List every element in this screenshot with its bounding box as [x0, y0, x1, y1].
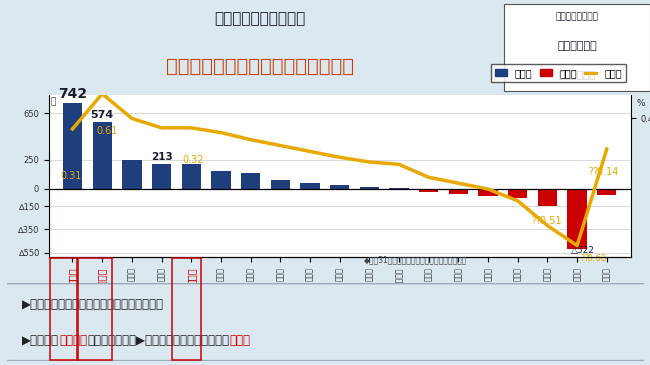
Bar — [359, 187, 379, 189]
FancyBboxPatch shape — [0, 284, 650, 361]
Bar — [122, 160, 142, 189]
Bar — [63, 103, 82, 189]
Text: 574: 574 — [90, 110, 114, 120]
Text: 0.32: 0.32 — [182, 155, 203, 165]
Text: %: % — [636, 99, 645, 108]
Bar — [419, 189, 438, 192]
Text: 0.61: 0.61 — [96, 126, 117, 137]
Text: ⁇0.51: ⁇0.51 — [532, 216, 563, 226]
Text: ◆１月31日付け長野県発表「年間人口増減数」: ◆１月31日付け長野県発表「年間人口増減数」 — [364, 255, 467, 264]
Bar — [330, 185, 349, 189]
Text: △522: △522 — [571, 246, 595, 255]
Text: の社会増数　　▶松本地域３市計　増加分の: の社会増数 ▶松本地域３市計 増加分の — [87, 334, 229, 347]
Bar — [181, 164, 201, 189]
Text: ＤＸ推進本部: ＤＸ推進本部 — [558, 69, 595, 79]
Bar — [389, 188, 409, 189]
Text: 人: 人 — [50, 97, 56, 106]
Bar — [448, 189, 468, 194]
Bar — [211, 172, 231, 189]
Bar — [92, 122, 112, 189]
Bar — [508, 189, 527, 198]
Text: ⁇0.68: ⁇0.68 — [580, 254, 606, 263]
Text: ４９％: ４９％ — [229, 334, 250, 347]
Text: 松本市　社会増７４２人で県内最多: 松本市 社会増７４２人で県内最多 — [166, 57, 354, 76]
Text: ⁇0.14: ⁇0.14 — [588, 167, 619, 177]
Bar — [478, 189, 498, 196]
Bar — [241, 173, 260, 189]
Bar — [152, 164, 171, 189]
Bar — [300, 183, 320, 189]
Text: ５．１．３１: ５．１．３１ — [557, 41, 597, 50]
Bar — [270, 180, 290, 189]
Bar — [567, 189, 587, 249]
Legend: 社会増, 社会減, 増減率: 社会増, 社会減, 増減率 — [491, 64, 626, 82]
Text: 県内最多: 県内最多 — [59, 334, 87, 347]
Text: 213: 213 — [151, 152, 172, 162]
Text: ２０２２年の人口異動: ２０２２年の人口異動 — [214, 11, 306, 27]
Text: ▶長野県　２２年ぶりの社会増３，１１２人: ▶長野県 ２２年ぶりの社会増３，１１２人 — [22, 297, 164, 311]
Text: 742: 742 — [58, 87, 87, 101]
Bar — [597, 189, 616, 195]
Text: ▶松本市: ▶松本市 — [22, 334, 59, 347]
Bar — [538, 189, 557, 206]
Text: 市長記者会見資料: 市長記者会見資料 — [555, 12, 599, 22]
FancyBboxPatch shape — [504, 4, 650, 91]
Text: 0.31: 0.31 — [60, 171, 82, 181]
